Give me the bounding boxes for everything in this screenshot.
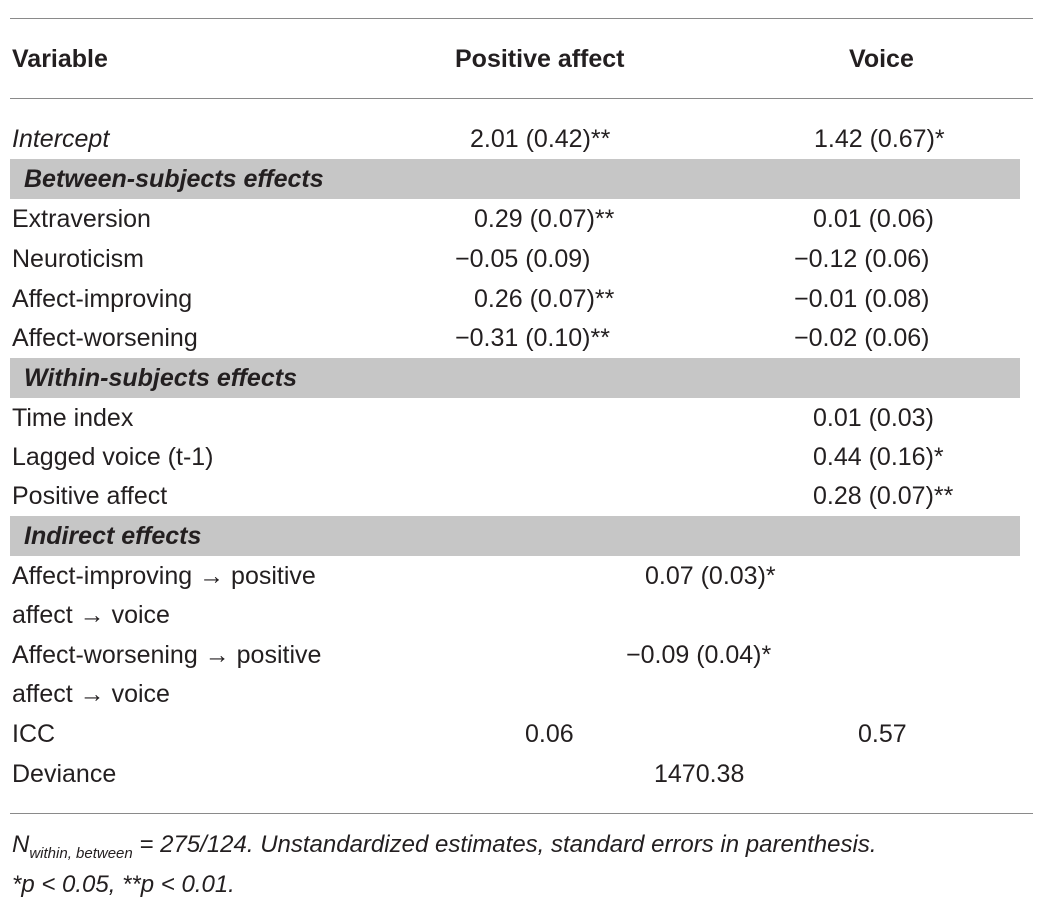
row-label: Time index [12, 404, 134, 432]
row-label: Positive affect [12, 482, 168, 510]
table-row: Time index 0.01 (0.03) [0, 398, 1050, 438]
section-band-between: Between-subjects effects [10, 159, 1020, 199]
voice-value: 0.01 (0.06) [813, 205, 934, 233]
indirect-value: −0.09 (0.04)* [626, 641, 772, 669]
header-positive-affect: Positive affect [455, 45, 625, 73]
voice-value: 0.44 (0.16)* [813, 443, 944, 471]
deviance-value: 1470.38 [654, 760, 745, 788]
pa-value: 0.26 (0.07)** [474, 285, 615, 313]
section-band-indirect: Indirect effects [10, 516, 1020, 556]
table-row: Neuroticism −0.05 (0.09) −0.12 (0.06) [0, 239, 1050, 279]
table-row: Positive affect 0.28 (0.07)** [0, 476, 1050, 516]
row-label-line2: affect → voice [12, 601, 170, 629]
note-n-subscript: within, between [29, 844, 133, 862]
pa-value: −0.31 (0.10)** [455, 324, 610, 352]
pa-value: 0.29 (0.07)** [474, 205, 615, 233]
table-row-continuation: affect → voice [0, 674, 1050, 714]
table-row: Lagged voice (t-1) 0.44 (0.16)* [0, 437, 1050, 477]
row-label-line1: Affect-improving → positive [12, 562, 316, 590]
indirect-value: 0.07 (0.03)* [645, 562, 776, 590]
table-row: ICC 0.06 0.57 [0, 714, 1050, 754]
row-label: Affect-improving [12, 285, 193, 313]
pa-value: 0.06 [525, 720, 574, 748]
table-row: Extraversion 0.29 (0.07)** 0.01 (0.06) [0, 199, 1050, 239]
table-row-continuation: affect → voice [0, 595, 1050, 635]
table-row: Deviance 1470.38 [0, 754, 1050, 794]
bottom-rule [10, 813, 1033, 814]
row-label: Deviance [12, 760, 117, 788]
header-variable: Variable [12, 45, 108, 73]
row-label: ICC [12, 720, 56, 748]
voice-value: 0.01 (0.03) [813, 404, 934, 432]
voice-value: 1.42 (0.67)* [814, 125, 945, 153]
voice-value: −0.02 (0.06) [794, 324, 930, 352]
voice-value: 0.57 [858, 720, 907, 748]
note-n-symbol: N [12, 831, 30, 858]
table-row: Intercept 2.01 (0.42)** 1.42 (0.67)* [0, 119, 1050, 159]
row-label: Extraversion [12, 205, 151, 233]
row-label: Affect-worsening [12, 324, 198, 352]
table-row: Affect-worsening → positive −0.09 (0.04)… [0, 635, 1050, 675]
pa-value: −0.05 (0.09) [455, 245, 591, 273]
row-label-line1: Affect-worsening → positive [12, 641, 322, 669]
header-voice: Voice [849, 45, 914, 73]
section-band-within: Within-subjects effects [10, 358, 1020, 398]
row-label: Neuroticism [12, 245, 144, 273]
top-rule [10, 18, 1033, 19]
header-rule [10, 98, 1033, 99]
pa-value: 2.01 (0.42)** [470, 125, 611, 153]
table-note-significance: *p < 0.05, **p < 0.01. [12, 871, 235, 898]
table-row: Affect-improving 0.26 (0.07)** −0.01 (0.… [0, 279, 1050, 319]
voice-value: −0.01 (0.08) [794, 285, 930, 313]
table-row: Affect-worsening −0.31 (0.10)** −0.02 (0… [0, 318, 1050, 358]
table-row: Affect-improving → positive 0.07 (0.03)* [0, 556, 1050, 596]
row-label: Lagged voice (t-1) [12, 443, 214, 471]
header-row: Variable Positive affect Voice [0, 39, 1050, 79]
section-title: Within-subjects effects [24, 364, 297, 392]
row-label: Intercept [12, 125, 110, 153]
voice-value: 0.28 (0.07)** [813, 482, 954, 510]
section-title: Between-subjects effects [24, 165, 324, 193]
note-n-rest: = 275/124. Unstandardized estimates, sta… [132, 831, 877, 858]
table-note-sample: Nwithin, between = 275/124. Unstandardiz… [12, 825, 1032, 874]
section-title: Indirect effects [24, 522, 202, 550]
row-label-line2: affect → voice [12, 680, 170, 708]
voice-value: −0.12 (0.06) [794, 245, 930, 273]
